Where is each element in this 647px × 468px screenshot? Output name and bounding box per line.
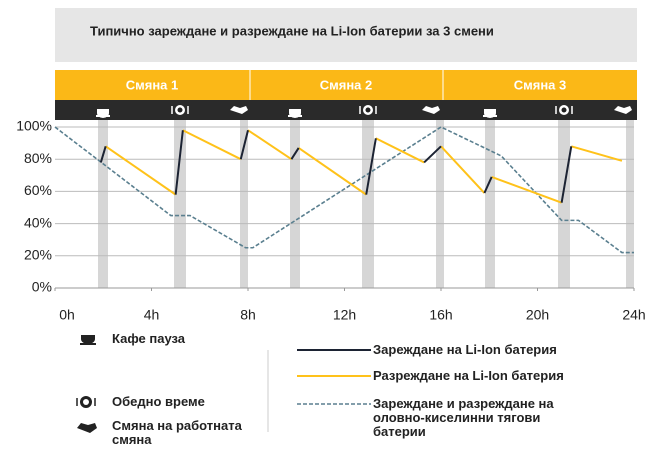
legend-label: Зареждане на Li-Ion батерия (373, 342, 557, 357)
y-tick-label: 60% (24, 182, 52, 198)
series-line (54, 126, 634, 254)
x-tick-label: 20h (526, 307, 549, 323)
shift-band (55, 70, 637, 100)
y-tick-label: 80% (24, 150, 52, 166)
x-tick-label: 0h (59, 307, 75, 323)
icon-band (55, 100, 637, 120)
legend-label: Смяна на работната смяна (112, 418, 242, 447)
shift-label: Смяна 2 (320, 77, 373, 92)
x-tick-label: 24h (622, 307, 645, 323)
y-tick-label: 20% (24, 247, 52, 263)
x-tick-label: 16h (429, 307, 452, 323)
legend-label: Кафе пауза (112, 331, 186, 346)
legend-label: Обедно време (112, 394, 205, 409)
shift-label: Смяна 1 (126, 77, 179, 92)
series-line (99, 129, 573, 203)
x-tick-label: 4h (144, 307, 160, 323)
shift-label: Смяна 3 (514, 77, 567, 92)
chart-title: Типично зареждане и разреждане на Li-Ion… (90, 23, 494, 38)
y-tick-label: 0% (32, 279, 52, 295)
title-box (55, 8, 637, 62)
y-tick-label: 100% (16, 118, 52, 134)
series-line (105, 129, 623, 204)
pause-bands (98, 120, 634, 288)
x-tick-label: 8h (240, 307, 256, 323)
x-tick-label: 12h (333, 307, 356, 323)
legend-label: Разреждане на Li-Ion батерия (373, 368, 564, 383)
legend-label: Зареждане и разреждане на оловно-киселин… (373, 396, 554, 439)
y-tick-label: 40% (24, 214, 52, 230)
